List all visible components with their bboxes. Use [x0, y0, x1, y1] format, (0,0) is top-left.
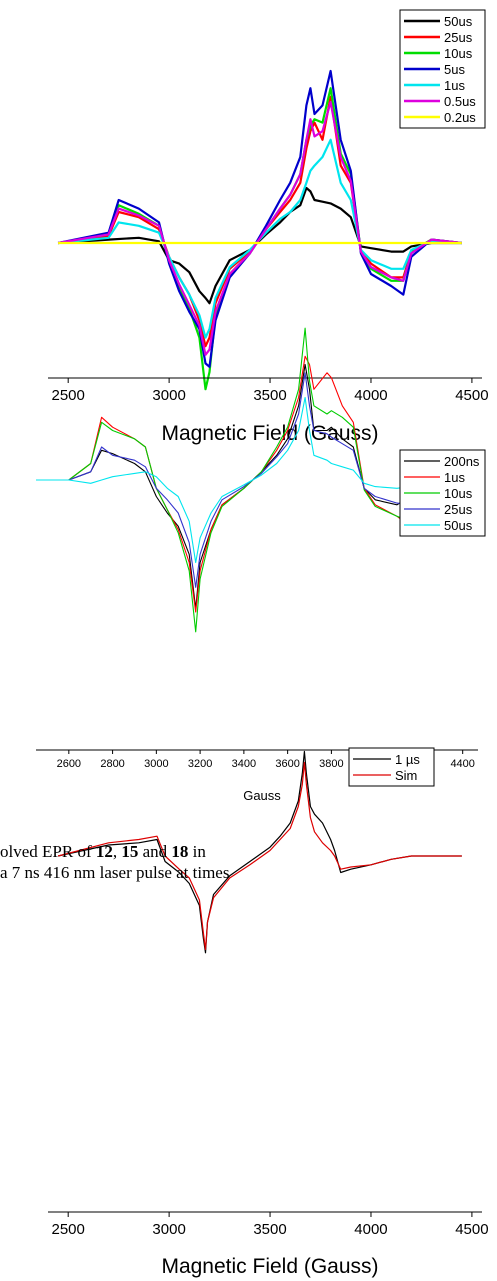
series-line-10us [36, 327, 474, 633]
caption-line-1: olved EPR of 12, 15 and 18 in [0, 842, 206, 861]
x-tick-label: 2600 [57, 758, 81, 770]
x-tick-label: 4000 [354, 387, 387, 404]
x-tick-label: 3000 [152, 1221, 185, 1238]
legend-label: 10us [444, 46, 473, 61]
x-tick-label: 3800 [319, 758, 343, 770]
x-tick-label: 4400 [450, 758, 474, 770]
chart-3: 2500 3000 3500 4000 4500 Magnetic Field (Gaus… [48, 747, 489, 1278]
legend-label: 1us [444, 78, 465, 93]
x-tick-label: 3500 [253, 1221, 286, 1238]
x-tick-label: 2500 [51, 387, 84, 404]
legend-box [348, 747, 435, 787]
legend-label: 5us [444, 62, 465, 77]
legend-box [399, 9, 486, 129]
x-tick-label: 3400 [232, 758, 256, 770]
legend-label: 25us [444, 30, 473, 45]
chart-2: 2600280030003200340036003800400042004400… [36, 327, 486, 803]
legend-label: 0.2us [444, 110, 476, 125]
legend-label: Sim [395, 768, 417, 783]
x-tick-label: 2800 [100, 758, 124, 770]
series-line-50us [36, 396, 474, 564]
series-line-Sim [57, 761, 462, 951]
series-line-1us [57, 138, 462, 339]
x-tick-label: 2500 [51, 1221, 84, 1238]
legend-label: 50us [444, 518, 473, 533]
x-tick-label: 4000 [354, 1221, 387, 1238]
x-axis-label: Gauss [243, 788, 281, 803]
legend-label: 0.5us [444, 94, 476, 109]
x-axis-label: Magnetic Field (Gauss) [161, 422, 378, 445]
x-tick-label: 3600 [275, 758, 299, 770]
x-tick-label: 3000 [144, 758, 168, 770]
x-tick-label: 4500 [455, 1221, 488, 1238]
legend-label: 50us [444, 14, 473, 29]
series-line-200ns [36, 363, 474, 610]
series-line-1 µs [57, 750, 462, 954]
series-line-25us [36, 372, 474, 588]
chart-1: 2500 3000 3500 4000 4500 Magnetic Field (Gaus… [48, 9, 489, 445]
x-tick-label: 3200 [188, 758, 212, 770]
legend-label: 1 µs [395, 752, 420, 767]
series-line-0.5us [57, 100, 462, 356]
x-tick-label: 3500 [253, 387, 286, 404]
x-tick-label: 4500 [455, 387, 488, 404]
x-tick-label: 3000 [152, 387, 185, 404]
caption-line-2: a 7 ns 416 nm laser pulse at times [0, 863, 230, 882]
legend-label: 10us [444, 486, 473, 501]
legend-label: 1us [444, 470, 465, 485]
legend-label: 25us [444, 502, 473, 517]
x-axis-label: Magnetic Field (Gauss) [161, 1255, 378, 1278]
series-line-5us [57, 69, 462, 368]
legend-label: 200ns [444, 454, 480, 469]
